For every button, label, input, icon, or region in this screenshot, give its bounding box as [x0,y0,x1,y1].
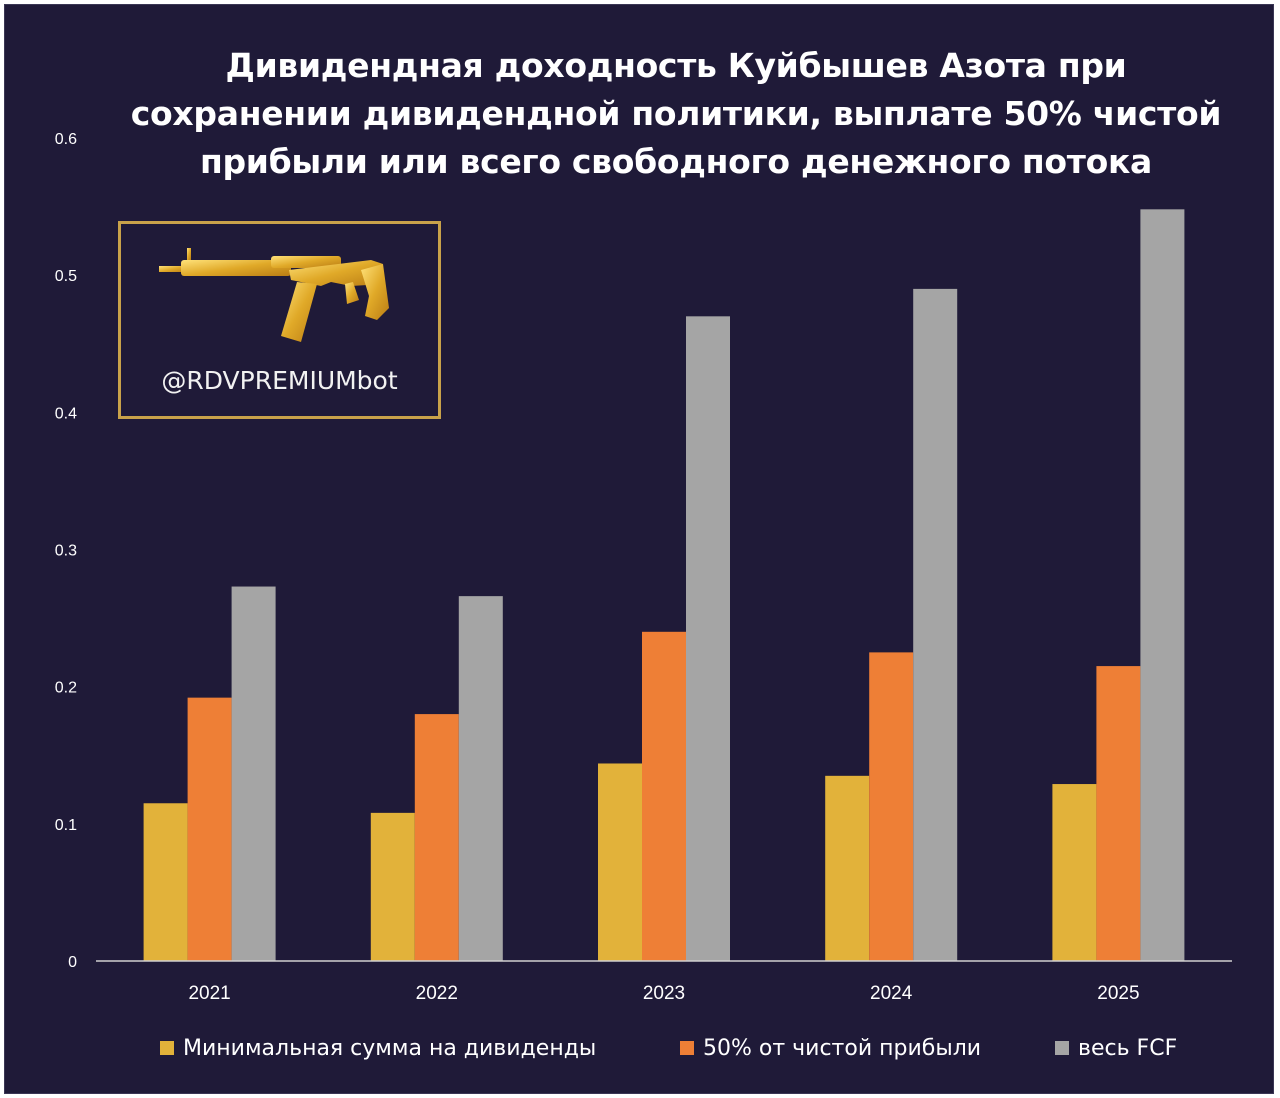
bar-2022-series-1 [370,812,415,961]
legend: Минимальная сумма на дивиденды 50% от чи… [160,1030,1220,1066]
legend-label-fcf: весь FCF [1078,1035,1178,1061]
y-axis: 0 0.1 0.2 0.3 0.4 0.5 0.6 [55,131,77,971]
bar-2025-series-1 [1052,784,1097,961]
legend-label-net-profit: 50% от чистой прибыли [703,1035,982,1061]
legend-label-min-dividends: Минимальная сумма на дивиденды [183,1035,597,1061]
y-tick-label: 0.6 [55,131,77,148]
legend-swatch-min-dividends [160,1041,174,1055]
legend-item-net-profit: 50% от чистой прибыли [680,1036,1055,1061]
y-tick-label: 0.3 [55,543,77,560]
bar-2024-series-3 [913,288,958,962]
bar-2021-series-3 [231,586,276,961]
bar-2021-series-2 [187,697,232,961]
bar-2023-series-1 [598,763,642,961]
y-tick-label: 0 [68,954,77,971]
x-tick-label: 2025 [1097,983,1139,1004]
legend-item-min-dividends: Минимальная сумма на дивиденды [160,1036,680,1061]
watermark-text: @RDVPREMIUMbot [161,366,398,395]
bar-2025-series-3 [1140,209,1185,961]
y-tick-label: 0.5 [55,268,77,285]
y-tick-label: 0.1 [55,817,77,834]
y-tick-label: 0.2 [55,680,77,697]
x-tick-label: 2021 [188,983,230,1004]
bar-2023-series-3 [686,316,730,962]
legend-item-fcf: весь FCF [1055,1036,1177,1061]
chart-title-line-2: сохранении дивидендной политики, выплате… [130,94,1222,133]
bar-2024-series-1 [825,775,870,961]
x-tick-label: 2023 [643,983,685,1004]
bar-2024-series-2 [869,652,914,961]
y-tick-label: 0.4 [55,405,77,422]
bar-2022-series-3 [458,596,503,961]
x-tick-label: 2024 [870,983,913,1004]
bar-2021-series-1 [143,803,188,961]
legend-swatch-fcf [1055,1041,1069,1055]
legend-swatch-net-profit [680,1041,694,1055]
watermark-box: @RDVPREMIUMbot [118,221,441,419]
chart-title: Дивидендная доходность Куйбышев Азота пр… [100,42,1252,186]
x-tick-label: 2022 [416,983,458,1004]
bar-2022-series-2 [414,714,459,961]
bar-2025-series-2 [1096,666,1141,961]
bar-2023-series-2 [642,631,686,961]
x-axis: 2021 2022 2023 2024 2025 [188,983,1139,1004]
chart-title-line-3: прибыли или всего свободного денежного п… [199,142,1153,181]
chart-title-line-1: Дивидендная доходность Куйбышев Азота пр… [225,46,1127,85]
golden-rifle-icon [159,248,389,342]
bars [143,209,1185,962]
